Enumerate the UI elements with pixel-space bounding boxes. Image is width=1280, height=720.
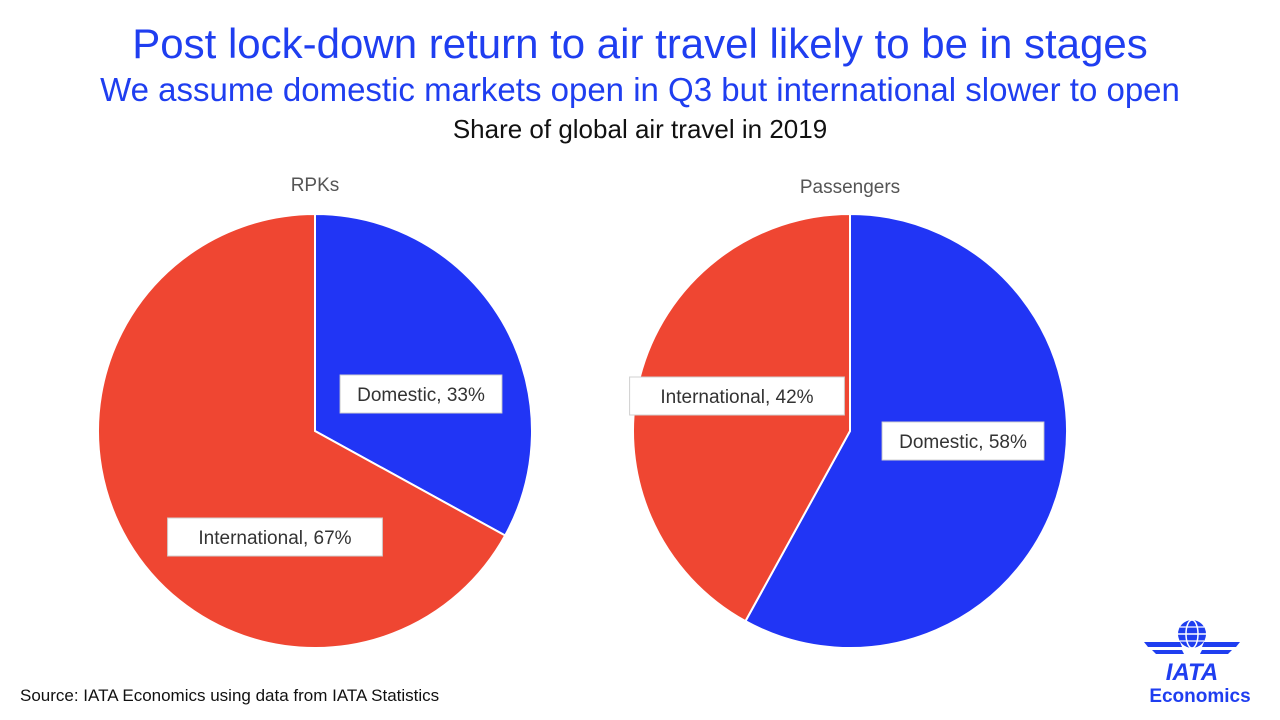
- passengers-label-box-domestic: [881, 421, 1045, 461]
- rpks-chart-title: RPKs: [291, 175, 340, 196]
- passengers-label-text-domestic: Domestic, 58%: [899, 432, 1027, 453]
- logo-label: Economics: [1149, 686, 1251, 707]
- passengers-label-domestic: Domestic, 58%: [881, 421, 1045, 461]
- page-title: Post lock-down return to air travel like…: [132, 20, 1148, 67]
- rpks-label-international: International, 67%: [167, 517, 383, 557]
- source-note: Source: IATA Economics using data from I…: [20, 686, 440, 705]
- logo-brand-text: IATA: [1166, 659, 1218, 686]
- passengers-label-international: International, 42%: [629, 376, 845, 416]
- rpks-label-box-domestic: [339, 374, 503, 414]
- passengers-chart-title: Passengers: [800, 177, 900, 198]
- rpks-label-domestic: Domestic, 33%: [339, 374, 503, 414]
- passengers-label-text-international: International, 42%: [660, 387, 813, 408]
- rpks-label-box-international: [167, 517, 383, 557]
- rpks-label-text-international: International, 67%: [198, 528, 351, 549]
- passengers-label-box-international: [629, 376, 845, 416]
- page-subtitle: We assume domestic markets open in Q3 bu…: [100, 71, 1180, 108]
- globe-wings-icon: IATA: [1144, 619, 1240, 686]
- rpks-label-text-domestic: Domestic, 33%: [357, 385, 485, 406]
- chart-caption: Share of global air travel in 2019: [452, 114, 828, 144]
